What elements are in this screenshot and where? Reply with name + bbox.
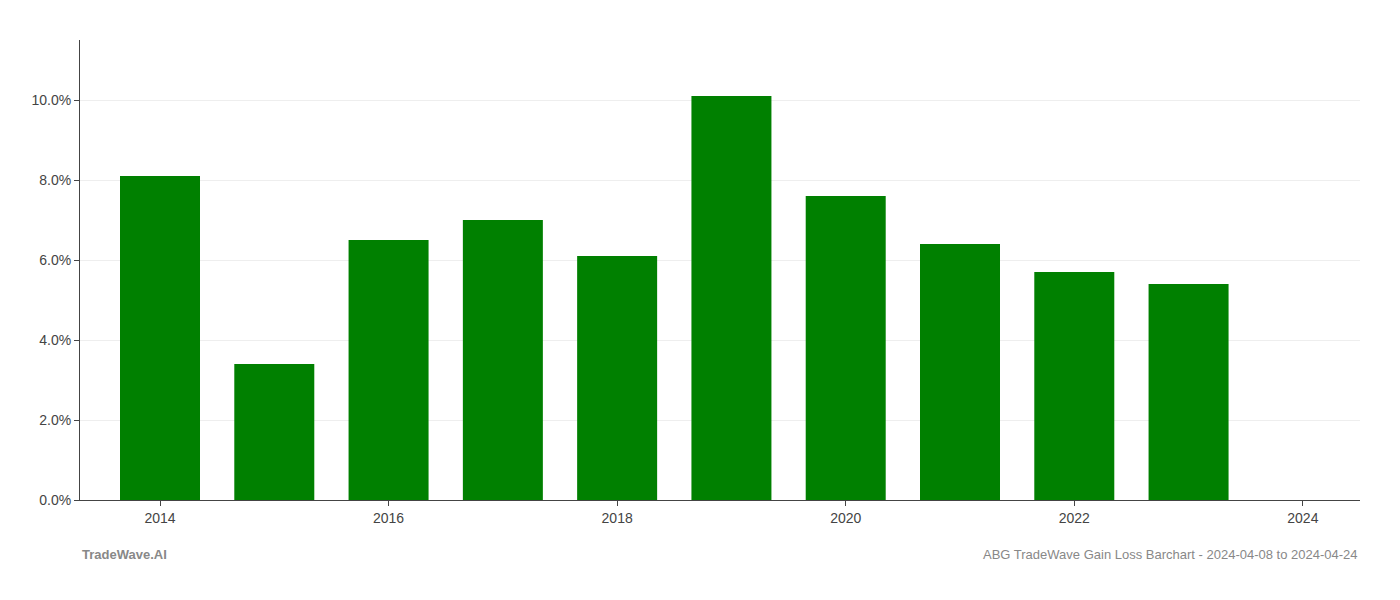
svg-text:6.0%: 6.0% bbox=[39, 252, 71, 268]
svg-text:2014: 2014 bbox=[144, 510, 175, 526]
svg-text:2024: 2024 bbox=[1287, 510, 1318, 526]
svg-text:2016: 2016 bbox=[373, 510, 404, 526]
svg-text:10.0%: 10.0% bbox=[31, 92, 71, 108]
svg-text:0.0%: 0.0% bbox=[39, 492, 71, 508]
svg-text:ABG TradeWave Gain Loss Barcha: ABG TradeWave Gain Loss Barchart - 2024-… bbox=[983, 547, 1358, 562]
svg-text:8.0%: 8.0% bbox=[39, 172, 71, 188]
svg-text:2020: 2020 bbox=[830, 510, 861, 526]
svg-text:2.0%: 2.0% bbox=[39, 412, 71, 428]
svg-text:2018: 2018 bbox=[602, 510, 633, 526]
svg-text:TradeWave.AI: TradeWave.AI bbox=[82, 547, 167, 562]
svg-text:2022: 2022 bbox=[1059, 510, 1090, 526]
svg-text:4.0%: 4.0% bbox=[39, 332, 71, 348]
